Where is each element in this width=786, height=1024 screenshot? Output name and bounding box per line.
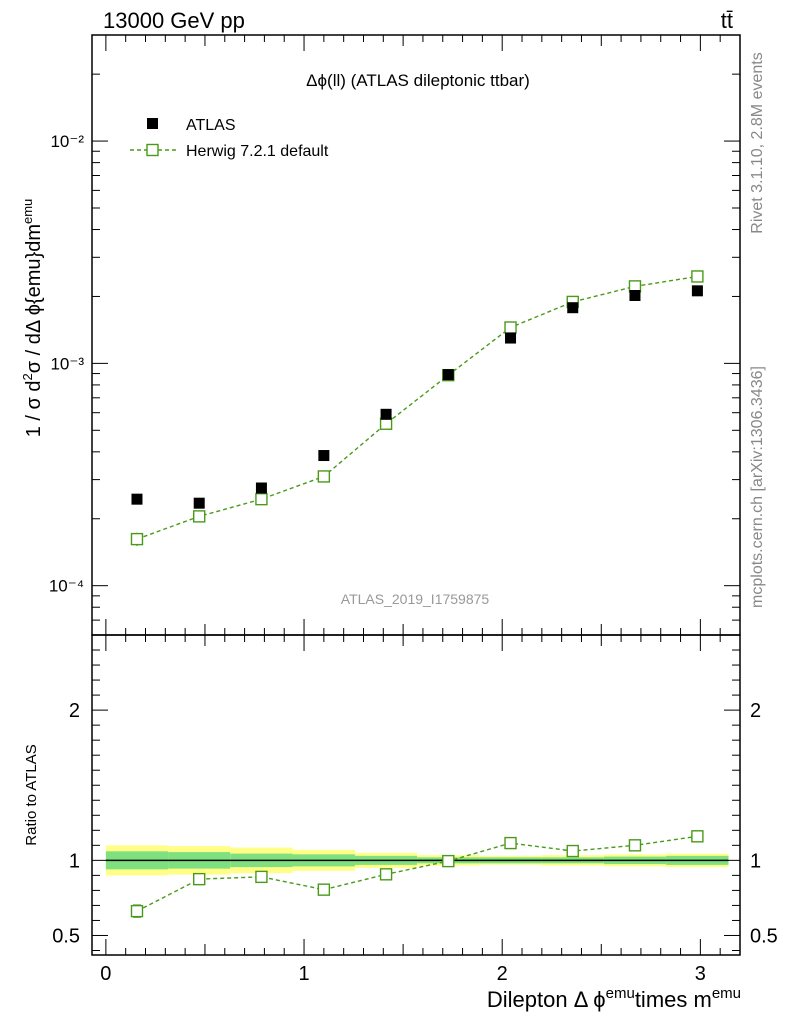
mcplots-label: mcplots.cern.ch [arXiv:1306.3436] bbox=[749, 366, 766, 608]
atlas-point bbox=[629, 289, 641, 301]
ratio-herwig-point bbox=[130, 904, 144, 918]
main-panel: 10⁻⁴ 10⁻³ 10⁻² Δϕ(ll) (ATLAS dileptonic tt… bbox=[20, 34, 741, 636]
atlas-point bbox=[131, 493, 143, 505]
main-y-axis-title: 1 / σ d2σ / dΔ ϕ{emu}dmemu bbox=[20, 199, 45, 438]
ratio-herwig-point bbox=[442, 854, 455, 868]
ratio-herwig-point bbox=[193, 872, 206, 886]
herwig-point bbox=[691, 270, 704, 283]
legend-label-herwig: Herwig 7.2.1 default bbox=[186, 143, 329, 160]
atlas-point bbox=[442, 369, 454, 381]
herwig-point bbox=[130, 532, 144, 546]
legend: ATLAS Herwig 7.2.1 default bbox=[130, 117, 329, 160]
main-y-tick-label: 10⁻² bbox=[50, 132, 84, 151]
ratio-y-tick-label: 0.5 bbox=[52, 925, 80, 947]
header-process: 13000 GeV pp bbox=[103, 8, 245, 33]
atlas-point bbox=[567, 302, 579, 314]
legend-marker-herwig bbox=[146, 143, 159, 157]
legend-label-atlas: ATLAS bbox=[186, 117, 236, 134]
ratio-y-axis-title: Ratio to ATLAS bbox=[23, 744, 40, 845]
herwig-point bbox=[504, 321, 517, 334]
main-y-tick-label: 10⁻³ bbox=[50, 354, 84, 373]
legend-marker-atlas bbox=[147, 118, 158, 129]
main-y-tick-label: 10⁻⁴ bbox=[49, 577, 84, 596]
atlas-point bbox=[505, 332, 517, 344]
main-data bbox=[130, 270, 704, 546]
x-axis-title: Dilepton Δ ϕemutimes memu bbox=[487, 985, 741, 1012]
ratio-herwig-point bbox=[566, 844, 579, 858]
x-tick-label: 0 bbox=[100, 963, 111, 985]
atlas-point bbox=[318, 450, 330, 462]
ratio-herwig-point bbox=[628, 839, 642, 852]
atlas-point bbox=[193, 497, 205, 509]
ratio-y-ticks: 0.5 0.5 1 1 2 2 bbox=[52, 634, 778, 951]
ratio-y-tick-label-right: 2 bbox=[750, 700, 761, 722]
atlas-point bbox=[380, 408, 392, 420]
ratio-frame bbox=[91, 634, 741, 956]
ratio-panel: 0.5 0.5 1 1 2 2 0 1 2 3 Ratio to ATLAS Dilepton … bbox=[23, 634, 778, 1012]
ratio-y-tick-label-right: 0.5 bbox=[750, 925, 778, 947]
ratio-herwig-point bbox=[691, 830, 704, 843]
x-tick-label: 2 bbox=[497, 963, 508, 985]
x-tick-label: 1 bbox=[298, 963, 309, 985]
herwig-line bbox=[136, 275, 698, 540]
ratio-x-ticks: 0 1 2 3 bbox=[100, 635, 741, 985]
main-x-ticks bbox=[105, 35, 741, 635]
ratio-data bbox=[130, 830, 704, 918]
ratio-y-tick-label: 1 bbox=[69, 850, 80, 872]
atlas-point bbox=[255, 482, 267, 494]
header-final-state: tt̄ bbox=[721, 8, 733, 33]
rivet-version-label: Rivet 3.1.10, 2.8M events bbox=[749, 52, 766, 233]
ratio-uncertainty-bands bbox=[105, 845, 729, 876]
atlas-point bbox=[691, 285, 703, 297]
herwig-point bbox=[317, 470, 331, 483]
main-plot-title: Δϕ(ll) (ATLAS dileptonic ttbar) bbox=[306, 71, 530, 90]
x-tick-label: 3 bbox=[695, 963, 706, 985]
analysis-watermark: ATLAS_2019_I1759875 bbox=[341, 591, 490, 607]
ratio-y-tick-label-right: 1 bbox=[750, 850, 761, 872]
herwig-point bbox=[255, 492, 268, 506]
main-y-ticks: 10⁻⁴ 10⁻³ 10⁻² bbox=[49, 34, 740, 636]
ratio-herwig-point bbox=[504, 836, 517, 850]
ratio-herwig-point bbox=[317, 883, 331, 896]
herwig-point bbox=[193, 510, 206, 523]
ratio-herwig-point bbox=[379, 868, 393, 881]
ratio-herwig-line bbox=[136, 835, 698, 912]
ratio-y-tick-label: 2 bbox=[69, 700, 80, 722]
ratio-herwig-point bbox=[255, 870, 268, 884]
herwig-point bbox=[379, 417, 393, 430]
